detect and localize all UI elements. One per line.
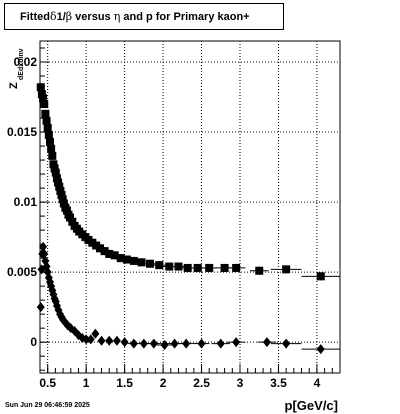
diamond-marker [160,339,169,350]
square-marker [137,258,146,267]
square-marker [205,263,214,272]
square-marker [41,109,50,118]
title-text-1: Fitted [20,10,50,23]
diamond-marker [149,338,158,349]
y-axis-label-main: Z [8,82,20,89]
diamond-marker [120,337,129,348]
y-tick-label: 0.015 [7,125,37,139]
title-text-3: versus [72,10,114,23]
chart-title-box: Fitted δ 1/ β versus η and p for Primary… [4,3,284,30]
axis-ticks: 0.5 1 1.5 2 2.5 3 3.5 4 0 0.005 0.01 0.015 0.02 [7,47,333,390]
x-tick-label: 3 [237,376,244,390]
square-marker [165,262,174,271]
square-marker [110,251,119,260]
diamond-marker [91,328,100,339]
y-tick-label: 0.01 [14,195,38,209]
square-marker [62,206,71,215]
x-tick-label: 0.5 [39,376,56,390]
square-marker [105,249,114,258]
diamond-marker [282,338,291,349]
title-delta-symbol: δ [49,10,57,23]
square-marker [316,272,325,281]
diamond-marker [139,338,148,349]
diamond-marker [216,338,225,349]
diamond-marker [82,334,91,345]
diamond-marker [262,337,271,348]
square-marker [36,83,45,92]
square-marker [51,168,60,177]
diamond-marker [197,338,206,349]
square-marker [174,262,183,271]
square-marker [255,266,264,275]
square-marker [48,151,57,160]
plot-frame [39,40,341,374]
grid-lines [40,41,340,373]
square-marker [37,90,46,99]
square-marker [66,213,74,222]
diamond-marker [39,241,48,252]
diamond-marker [182,338,191,349]
square-marker [122,255,131,264]
square-marker [46,137,54,146]
square-marker [57,191,66,200]
title-beta-symbol: β [65,10,73,23]
x-tick-label: 2 [160,376,167,390]
diamond-marker [40,248,49,259]
diamond-marker [316,344,325,355]
x-tick-label: 2.5 [193,376,210,390]
square-marker [56,186,65,195]
square-marker [116,254,125,263]
x-axis-label: p[GeV/c] [285,398,338,413]
timestamp: Sun Jun 29 06:46:59 2025 [5,402,90,409]
square-marker [55,182,64,191]
title-text-2: 1/ [56,10,66,23]
diamond-marker [170,338,179,349]
y-tick-label: 0 [30,335,37,349]
y-axis-label-sub: dEdxbinv [18,48,25,80]
square-marker [43,123,52,132]
square-marker [54,178,63,187]
x-tick-label: 1 [83,376,90,390]
square-marker [220,263,229,272]
diamond-marker [112,335,121,346]
square-marker [50,164,59,173]
diamond-marker [36,302,45,313]
square-marker [282,265,291,274]
square-marker [49,160,58,169]
square-marker [58,195,67,204]
data-markers [36,83,325,355]
x-tick-label: 4 [314,376,321,390]
square-marker [59,199,68,208]
square-marker [232,263,241,272]
square-marker [96,244,104,253]
title-eta-symbol: η [113,10,121,23]
square-marker [155,261,164,270]
square-marker [68,217,77,226]
y-tick-label: 0.02 [14,55,38,69]
square-marker [129,256,138,265]
square-marker [42,116,51,125]
square-marker [100,247,109,256]
square-marker [52,174,61,183]
x-tick-label: 1.5 [116,376,133,390]
diamond-marker [86,334,95,345]
diamond-marker [129,338,138,349]
square-marker [183,263,192,272]
diamond-marker [105,335,114,346]
square-marker [44,130,53,139]
diamond-marker [232,337,241,348]
square-marker [39,94,48,103]
diamond-marker [97,335,106,346]
square-marker [193,263,202,272]
square-marker [146,259,154,268]
square-marker [47,144,56,153]
y-tick-label: 0.005 [7,265,37,279]
x-tick-label: 3.5 [270,376,287,390]
title-text-4: and p for Primary kaon+ [120,10,250,23]
square-marker [40,100,49,109]
